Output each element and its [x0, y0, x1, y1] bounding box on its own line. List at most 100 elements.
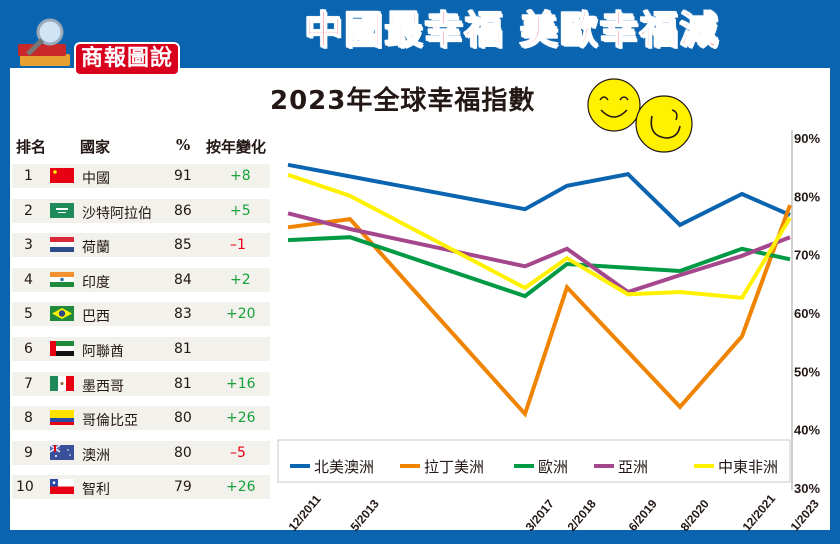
- table-row: 6 阿聯酋 81: [12, 336, 270, 361]
- country-cell: 印度: [82, 274, 110, 291]
- rank-cell: 3: [24, 237, 33, 254]
- country-cell: 巴西: [82, 309, 110, 326]
- country-cell: 哥倫比亞: [82, 413, 138, 430]
- percent-cell: 84: [174, 271, 192, 288]
- books-magnifier-icon: [18, 18, 70, 66]
- change-cell: +2: [230, 271, 251, 288]
- percent-cell: 86: [174, 202, 192, 219]
- table-row: 8 哥倫比亞 80 +26: [12, 406, 270, 431]
- y-tick-label: 40%: [794, 423, 820, 438]
- ranking-table: 排名 國家 % 按年變化 1 中國 91 +8 2 沙特阿拉伯 86 +5 3 荷蘭 85 –1 4 印度…: [12, 130, 270, 510]
- magnifier-icon: [36, 18, 64, 46]
- book-icon: [20, 54, 70, 66]
- mexico-flag-icon: [50, 375, 74, 391]
- country-cell: 澳洲: [82, 447, 110, 464]
- change-cell: +20: [226, 306, 256, 323]
- x-tick-label: 6/2019: [626, 497, 661, 534]
- percent-cell: 79: [174, 479, 192, 496]
- smiley-icon: [587, 78, 641, 132]
- y-tick-label: 70%: [794, 248, 820, 263]
- country-cell: 荷蘭: [82, 240, 110, 257]
- rank-cell: 2: [24, 202, 33, 219]
- percent-cell: 83: [174, 306, 192, 323]
- table-header: 排名 國家 % 按年變化: [12, 130, 270, 164]
- china-flag-icon: [50, 168, 74, 183]
- column-header-country: 國家: [80, 138, 111, 156]
- x-tick-label: 8/2020: [678, 497, 713, 534]
- legend-label: 中東非洲: [718, 458, 778, 476]
- india-flag-icon: [50, 271, 74, 287]
- x-tick-label: 5/2013: [348, 497, 383, 534]
- netherlands-flag-icon: [50, 237, 74, 253]
- rank-cell: 6: [24, 340, 33, 357]
- table-row: 4 印度 84 +2: [12, 267, 270, 292]
- change-cell: +5: [230, 202, 251, 219]
- change-cell: –5: [230, 444, 246, 461]
- colombia-flag-icon: [50, 410, 74, 426]
- table-row: 7 墨西哥 81 +16: [12, 371, 270, 396]
- legend-label: 拉丁美洲: [424, 458, 484, 476]
- legend-label: 亞洲: [618, 458, 648, 476]
- percent-cell: 81: [174, 340, 192, 357]
- legend-label: 北美澳洲: [314, 458, 374, 476]
- rank-cell: 9: [24, 444, 33, 461]
- rank-cell: 8: [24, 410, 33, 427]
- chart-title: 2023年全球幸福指數: [270, 86, 536, 116]
- x-tick-label: 3/2017: [523, 497, 558, 534]
- series-line-0: [287, 162, 791, 228]
- y-tick-label: 50%: [794, 364, 820, 379]
- change-cell: +26: [226, 479, 256, 496]
- table-row: 5 巴西 83 +20: [12, 302, 270, 327]
- change-cell: +26: [226, 410, 256, 427]
- smiley-icon: [635, 95, 693, 153]
- change-cell: +8: [230, 168, 251, 184]
- percent-cell: 80: [174, 410, 192, 427]
- table-row: 9 澳洲 80 –5: [12, 440, 270, 465]
- percent-cell: 81: [174, 375, 192, 392]
- chile-flag-icon: [50, 479, 74, 495]
- percent-cell: 91: [174, 168, 192, 184]
- australia-flag-icon: [50, 444, 74, 460]
- series-line-3: [287, 211, 791, 295]
- country-cell: 智利: [82, 482, 110, 499]
- change-cell: –1: [230, 237, 246, 254]
- saudi-arabia-flag-icon: [50, 202, 74, 218]
- country-cell: 中國: [82, 171, 110, 187]
- logo: 商報圖說: [14, 10, 194, 76]
- logo-label: 商報圖說: [74, 42, 181, 76]
- table-row: 10 智利 79 +26: [12, 475, 270, 500]
- x-tick-label: 12/2011: [286, 492, 324, 534]
- x-tick-label: 2/2018: [565, 497, 600, 534]
- table-row: 3 荷蘭 85 –1: [12, 233, 270, 258]
- column-header-rank: 排名: [16, 138, 47, 156]
- legend-box: [277, 439, 791, 483]
- rank-cell: 4: [24, 271, 33, 288]
- country-cell: 阿聯酋: [82, 343, 124, 360]
- x-tick-label: 1/2023: [788, 497, 823, 534]
- rank-cell: 5: [24, 306, 33, 323]
- y-tick-label: 90%: [794, 131, 820, 146]
- country-cell: 沙特阿拉伯: [82, 205, 152, 222]
- y-tick-label: 60%: [794, 306, 820, 321]
- percent-cell: 80: [174, 444, 192, 461]
- x-tick-label: 12/2021: [740, 491, 779, 533]
- rank-cell: 10: [16, 479, 34, 496]
- column-header-change: 按年變化: [206, 138, 267, 156]
- series-line-1: [287, 204, 792, 418]
- y-tick-label: 30%: [794, 481, 820, 496]
- legend-label: 歐洲: [538, 458, 568, 476]
- change-cell: +16: [226, 375, 256, 392]
- y-tick-label: 80%: [794, 189, 820, 204]
- series-line-2: [287, 235, 791, 299]
- rank-cell: 1: [24, 168, 33, 184]
- table-row: 2 沙特阿拉伯 86 +5: [12, 198, 270, 223]
- country-cell: 墨西哥: [82, 378, 124, 395]
- rank-cell: 7: [24, 375, 33, 392]
- table-row: 1 中國 91 +8: [12, 164, 270, 188]
- uae-flag-icon: [50, 340, 74, 356]
- series-line-4: [287, 172, 792, 300]
- percent-cell: 85: [174, 237, 192, 254]
- column-header-percent: %: [176, 136, 191, 154]
